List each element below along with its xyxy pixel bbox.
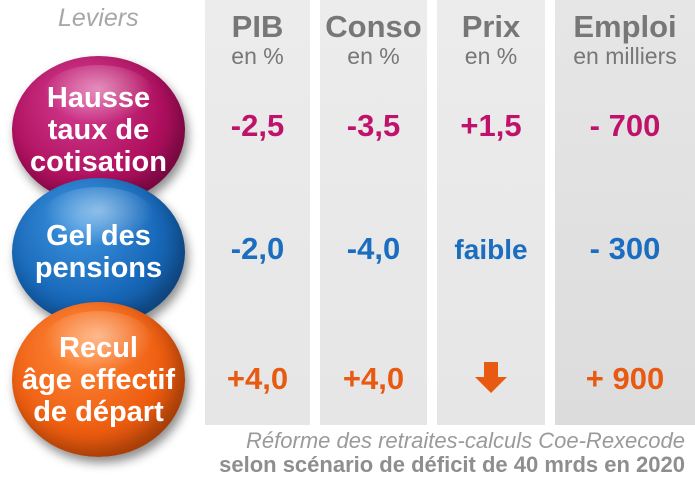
header-emploi-title: Emploi [573,9,677,44]
value-pib-row3: +4,0 [226,361,289,396]
value-pib-row2: -2,0 [230,231,285,266]
value-emploi-row2: - 300 [589,231,661,266]
lever-1-line-2: taux de [47,114,150,146]
value-conso-row2: -4,0 [346,231,401,266]
header-prix-unit: en % [464,43,518,69]
header-pib: PIB en % [205,9,310,69]
lever-3-line-3: de départ [33,395,164,428]
header-prix: Prix en % [437,9,545,69]
lever-gel-des-pensions: Gel des pensions [12,178,185,326]
lever-2-line-1: Gel des [46,220,151,252]
lever-1-line-3: cotisation [30,146,167,178]
value-prix-row1: +1,5 [460,108,522,143]
lever-recul-age-depart: Recul âge effectif de départ [12,302,185,457]
column-bg-prix [437,0,545,425]
value-emploi-row3: + 900 [585,361,665,396]
value-emploi-row1: - 700 [589,108,661,143]
column-bg-pib [205,0,310,425]
down-arrow-icon [475,362,507,393]
header-pib-title: PIB [231,9,284,44]
header-conso-unit: en % [347,43,400,69]
header-emploi: Emploi en milliers [555,9,695,69]
lever-3-line-1: Recul [59,331,138,364]
lever-3-line-2: âge effectif [21,363,176,396]
caption-source: Réforme des retraites-calculs Coe-Rexeco… [246,428,685,453]
leviers-label: Leviers [58,4,139,32]
header-conso: Conso en % [320,9,427,69]
lever-2-line-2: pensions [34,252,163,284]
value-conso-row3: +4,0 [342,361,405,396]
caption-scenario: selon scénario de déficit de 40 mrds en … [219,452,685,477]
column-bg-conso [320,0,427,425]
value-prix-row2: faible [454,234,528,265]
lever-1-line-1: Hausse [46,82,151,114]
header-emploi-unit: en milliers [573,43,677,69]
header-pib-unit: en % [231,43,284,69]
header-prix-title: Prix [461,9,521,44]
value-conso-row1: -3,5 [346,108,401,143]
value-pib-row1: -2,5 [230,108,285,143]
header-conso-title: Conso [325,9,422,44]
column-bg-emploi [555,0,695,425]
